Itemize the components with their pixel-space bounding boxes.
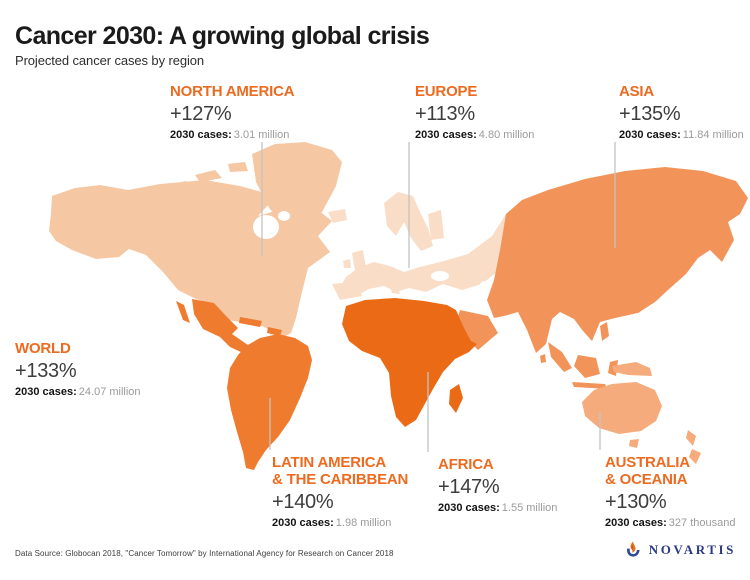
region-cases: 2030 cases: 327 thousand [605, 517, 735, 530]
region-cases-value: 11.84 million [682, 129, 744, 141]
region-name: AFRICA [438, 456, 494, 473]
region-growth: +147% [438, 476, 500, 498]
region-cases: 2030 cases: 1.55 million [438, 502, 557, 515]
region-cases-label: 2030 cases: [415, 129, 477, 141]
region-cases-label: 2030 cases: [15, 386, 77, 398]
region-cases-label: 2030 cases: [619, 129, 681, 141]
region-cases-label: 2030 cases: [438, 502, 500, 514]
region-cases-label: 2030 cases: [605, 517, 667, 529]
region-label-europe: EUROPE +113% 2030 cases: 4.80 million [415, 83, 534, 142]
region-label-north-america: NORTH AMERICA +127% 2030 cases: 3.01 mill… [170, 83, 295, 142]
region-name: LATIN AMERICA & THE CARIBBEAN [272, 454, 409, 488]
region-name: AUSTRALIA & OCEANIA [605, 454, 690, 488]
caspian-sea [479, 281, 489, 297]
region-cases: 2030 cases: 3.01 million [170, 129, 294, 142]
gulf-st-lawrence [278, 211, 290, 221]
region-name: WORLD [15, 340, 71, 357]
map-region-asia [457, 167, 748, 389]
region-cases: 2030 cases: 24.07 million [15, 386, 141, 399]
region-growth: +127% [170, 103, 232, 125]
region-cases: 2030 cases: 11.84 million [619, 129, 744, 142]
region-cases: 2030 cases: 4.80 million [415, 129, 534, 142]
novartis-wordmark: NOVARTIS [648, 542, 736, 557]
page-subtitle: Projected cancer cases by region [15, 53, 205, 68]
map-region-europe [328, 192, 512, 300]
map-region-australia-oceania [582, 362, 701, 464]
region-growth: +113% [415, 103, 475, 125]
page-title: Cancer 2030: A growing global crisis [15, 22, 430, 50]
novartis-flame-icon [626, 541, 640, 557]
region-label-asia: ASIA +135% 2030 cases: 11.84 million [619, 83, 744, 142]
region-cases-value: 1.98 million [335, 517, 392, 529]
header: Cancer 2030: A growing global crisis Pro… [15, 22, 430, 68]
region-cases-value: 3.01 million [233, 129, 290, 141]
region-cases-label: 2030 cases: [170, 129, 232, 141]
hudson-bay [253, 215, 279, 239]
region-label-australia-oceania: AUSTRALIA & OCEANIA +130% 2030 cases: 327… [605, 454, 735, 530]
region-label-world: WORLD +133% 2030 cases: 24.07 million [15, 340, 141, 399]
region-cases-value: 4.80 million [478, 129, 535, 141]
map-region-africa [342, 298, 477, 427]
region-name: EUROPE [415, 83, 478, 100]
region-name: ASIA [619, 83, 655, 100]
region-cases-value: 1.55 million [501, 502, 558, 514]
region-cases-value: 24.07 million [78, 386, 141, 398]
black-sea [431, 271, 449, 281]
region-cases-value: 327 thousand [668, 517, 736, 529]
region-label-africa: AFRICA +147% 2030 cases: 1.55 million [438, 456, 557, 515]
region-growth: +130% [605, 491, 667, 513]
region-growth: +133% [15, 360, 77, 382]
region-cases-label: 2030 cases: [272, 517, 334, 529]
map-region-north-america [49, 142, 342, 337]
region-growth: +135% [619, 103, 681, 125]
region-name: NORTH AMERICA [170, 83, 295, 100]
map-region-latin-america [176, 299, 312, 470]
region-label-latin-america: LATIN AMERICA & THE CARIBBEAN +140% 2030… [272, 454, 408, 530]
data-source: Data Source: Globocan 2018, "Cancer Tomo… [15, 549, 394, 558]
region-cases: 2030 cases: 1.98 million [272, 517, 408, 530]
region-growth: +140% [272, 491, 334, 513]
novartis-logo: NOVARTIS [624, 540, 736, 560]
